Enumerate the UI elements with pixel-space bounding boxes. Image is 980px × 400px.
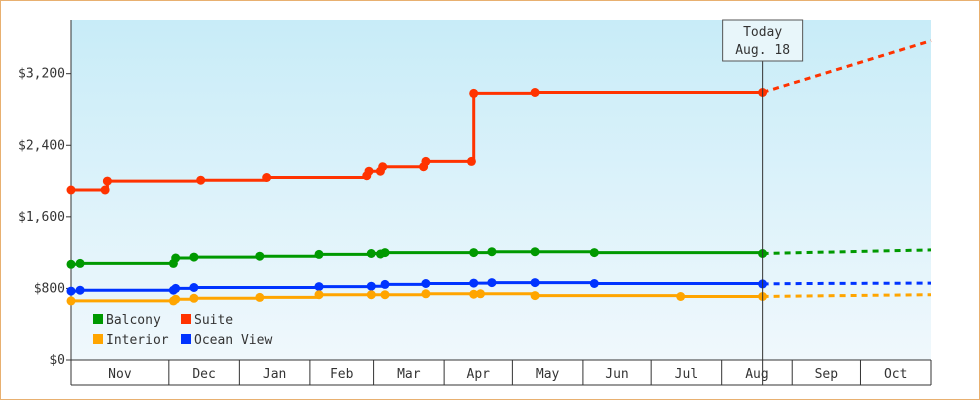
data-point <box>366 281 376 291</box>
data-point <box>171 283 181 293</box>
legend-swatch <box>93 334 103 344</box>
x-tick-label: Apr <box>467 367 491 382</box>
x-tick-label: Oct <box>884 367 907 382</box>
data-point <box>380 290 390 300</box>
data-point <box>469 289 479 299</box>
x-tick-label: Jan <box>263 367 286 382</box>
data-point <box>469 278 479 288</box>
data-point <box>255 251 265 261</box>
series-ocean-view <box>66 278 932 296</box>
data-point <box>530 291 540 301</box>
legend-item: Interior <box>93 333 169 348</box>
data-point <box>366 249 376 258</box>
data-point <box>189 283 199 292</box>
series-interior <box>66 289 932 306</box>
data-point <box>314 282 324 292</box>
forecast-line <box>762 39 932 94</box>
data-point <box>196 175 206 185</box>
today-marker: Today Aug. 18 <box>722 19 804 385</box>
data-point <box>66 259 76 269</box>
data-point <box>75 285 85 295</box>
today-label-line1: Today <box>743 25 782 40</box>
x-tick-label: Jul <box>675 367 698 382</box>
series-layer <box>66 39 932 306</box>
data-point <box>262 173 272 182</box>
legend-swatch <box>93 314 103 324</box>
data-point <box>487 247 497 257</box>
data-point <box>421 156 431 166</box>
data-point <box>100 185 110 195</box>
data-point <box>66 286 76 296</box>
data-point <box>421 289 431 299</box>
y-tick-label: $3,200 <box>18 67 65 82</box>
data-point <box>171 294 181 304</box>
data-point <box>189 252 199 262</box>
data-point <box>676 292 686 301</box>
data-point <box>171 253 181 263</box>
data-point <box>469 248 479 258</box>
data-point <box>421 279 431 288</box>
data-point <box>380 279 390 289</box>
x-tick-label: Aug <box>745 367 768 382</box>
data-point <box>530 247 540 257</box>
legend-item: Suite <box>181 313 233 328</box>
x-tick-label: Jun <box>605 367 628 382</box>
x-tick-label: Nov <box>108 367 132 382</box>
x-tick-label: Feb <box>330 367 354 382</box>
data-point <box>589 248 599 258</box>
series-balcony <box>66 247 932 269</box>
today-label-box <box>722 19 804 62</box>
y-tick-label: $800 <box>34 281 65 296</box>
x-tick-label: Sep <box>815 367 839 382</box>
forecast-line <box>762 281 932 286</box>
forecast-line <box>762 293 932 298</box>
data-point <box>530 278 540 288</box>
data-point <box>378 162 388 172</box>
plot-background <box>71 20 931 360</box>
legend-label: Balcony <box>106 313 161 328</box>
y-tick-label: $0 <box>49 353 65 368</box>
legend-swatch <box>181 334 191 344</box>
data-point <box>530 88 540 97</box>
data-point <box>255 292 265 302</box>
data-point <box>102 176 112 186</box>
legend-swatch <box>181 314 191 324</box>
data-point <box>364 166 374 176</box>
data-point <box>589 279 599 288</box>
legend: Balcony Suite Interior Ocean View <box>93 313 272 348</box>
data-point <box>75 258 85 268</box>
legend-item: Ocean View <box>181 333 272 348</box>
data-point <box>66 296 76 306</box>
x-tick-label: Dec <box>192 367 215 382</box>
data-point <box>366 290 376 300</box>
y-tick-label: $1,600 <box>18 210 65 225</box>
data-point <box>314 290 324 300</box>
today-label-line2: Aug. 18 <box>735 43 790 58</box>
y-axis: $0 $800 $1,600 $2,400 $3,200 <box>18 20 72 385</box>
legend-label: Interior <box>106 333 169 348</box>
x-tick-label: Mar <box>397 367 421 382</box>
data-point <box>314 249 324 259</box>
y-tick-label: $2,400 <box>18 138 65 153</box>
data-point <box>476 289 485 299</box>
data-point <box>487 278 497 288</box>
x-tick-label: May <box>536 367 560 382</box>
legend-label: Ocean View <box>194 333 272 348</box>
forecast-line <box>762 248 932 255</box>
data-point <box>66 185 76 195</box>
legend-item: Balcony <box>93 313 161 328</box>
data-point <box>189 293 199 303</box>
series-line <box>71 91 763 192</box>
data-point <box>466 156 476 166</box>
data-point <box>469 88 479 98</box>
x-axis: Nov Dec Jan Feb Mar Apr May Jun Jul Aug Sep Oct <box>71 359 932 386</box>
legend-label: Suite <box>194 313 233 328</box>
data-point <box>380 248 390 258</box>
series-suite <box>66 39 932 195</box>
